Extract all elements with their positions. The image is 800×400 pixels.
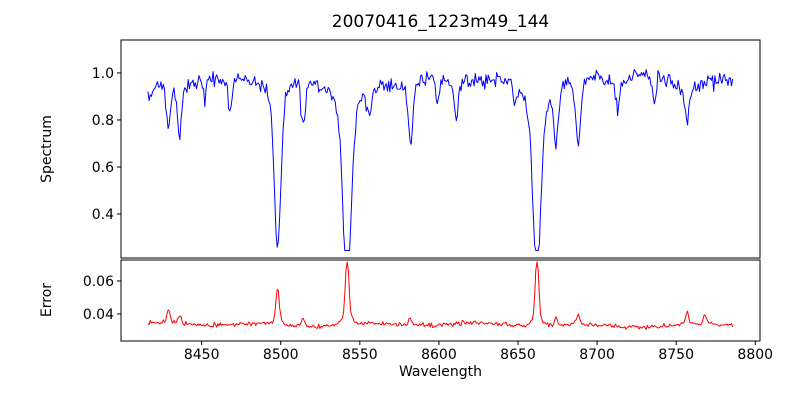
x-tick-label: 8750	[658, 347, 694, 363]
error-line	[147, 261, 734, 331]
x-axis-label: Wavelength	[398, 364, 483, 380]
x-tick-label: 8450	[184, 347, 220, 363]
spectrum-y-tick-label: 0.4	[92, 207, 114, 223]
x-tick-label: 8800	[737, 347, 773, 363]
error-y-tick-label: 0.04	[83, 307, 114, 323]
x-tick-label: 8600	[421, 347, 457, 363]
spectrum-axes-frame	[120, 39, 761, 259]
error-y-tick-label: 0.06	[83, 274, 114, 290]
x-tick-label: 8700	[579, 347, 615, 363]
x-tick-label: 8500	[263, 347, 299, 363]
chart-title: 20070416_1223m49_144	[331, 12, 550, 32]
spectrum-y-tick-label: 1.0	[92, 66, 114, 82]
spectrum-y-tick-label: 0.6	[92, 160, 114, 176]
error-axes-frame	[120, 259, 761, 342]
x-tick-label: 8550	[342, 347, 378, 363]
spectrum-y-tick-label: 0.8	[92, 113, 114, 129]
spectrum-line	[147, 69, 734, 251]
x-tick-label: 8650	[500, 347, 536, 363]
